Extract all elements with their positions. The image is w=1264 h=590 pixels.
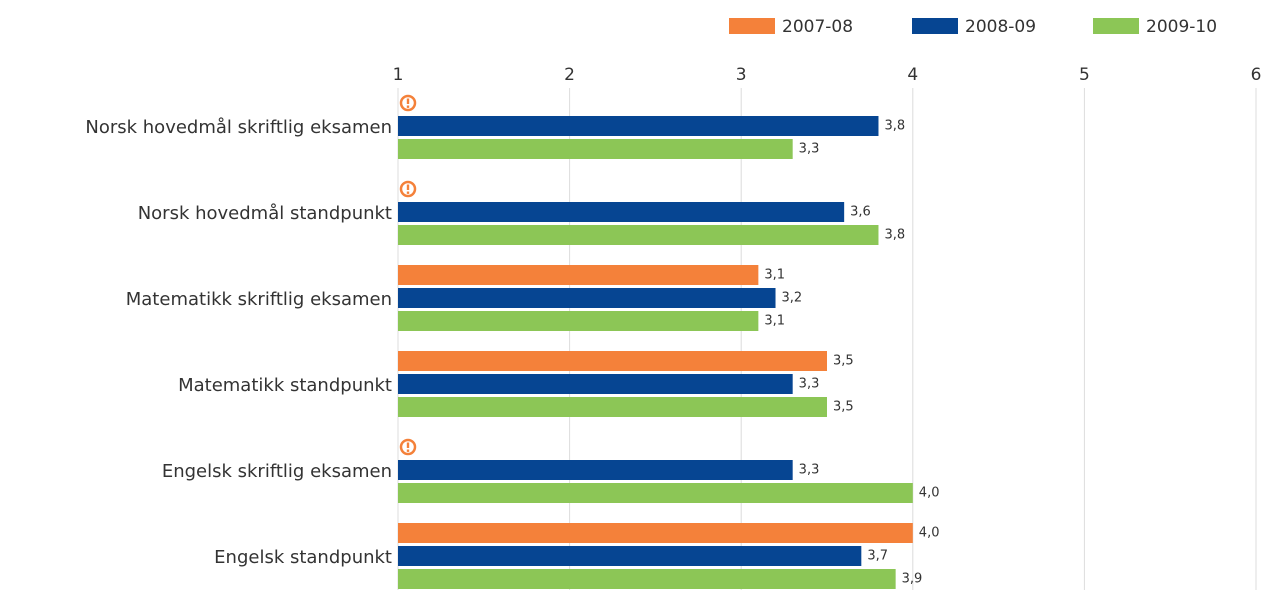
bar — [398, 225, 879, 245]
legend-swatch — [912, 18, 958, 34]
value-label: 3,2 — [782, 291, 803, 306]
warning-dot — [406, 105, 410, 108]
value-label: 3,6 — [850, 205, 871, 220]
category-label: Matematikk skriftlig eksamen — [126, 289, 392, 310]
x-tick-label: 1 — [393, 65, 404, 85]
bar — [398, 546, 862, 566]
value-label: 3,1 — [764, 268, 785, 283]
legend-label: 2007-08 — [782, 17, 853, 37]
x-tick-label: 5 — [1079, 65, 1090, 85]
x-tick-label: 4 — [907, 65, 918, 85]
value-label: 3,3 — [799, 377, 820, 392]
warning-dot — [406, 449, 410, 452]
x-tick-label: 3 — [736, 65, 747, 85]
bar — [398, 374, 793, 394]
value-label: 3,7 — [867, 549, 888, 564]
bar — [398, 139, 793, 159]
bar — [398, 460, 793, 480]
warning-mark — [406, 442, 410, 448]
category-label: Norsk hovedmål skriftlig eksamen — [85, 117, 392, 138]
warning-mark — [406, 184, 410, 190]
bar — [398, 116, 879, 136]
legend-swatch — [1093, 18, 1139, 34]
value-label: 3,5 — [833, 400, 854, 415]
value-label: 3,1 — [764, 314, 785, 329]
bar — [398, 397, 827, 417]
legend-label: 2008-09 — [965, 17, 1036, 37]
value-label: 4,0 — [919, 486, 940, 501]
legend-swatch — [729, 18, 775, 34]
category-label: Norsk hovedmål standpunkt — [138, 203, 392, 224]
value-label: 3,9 — [902, 572, 923, 587]
value-label: 3,5 — [833, 354, 854, 369]
bar — [398, 569, 896, 589]
warning-mark — [406, 98, 410, 104]
legend-label: 2009-10 — [1146, 17, 1217, 37]
x-tick-label: 6 — [1251, 65, 1262, 85]
value-label: 3,8 — [884, 119, 905, 134]
value-label: 3,3 — [799, 142, 820, 157]
category-label: Engelsk standpunkt — [214, 547, 392, 568]
value-label: 4,0 — [919, 526, 940, 541]
bar — [398, 351, 827, 371]
value-label: 3,8 — [884, 228, 905, 243]
bar — [398, 265, 759, 285]
category-label: Engelsk skriftlig eksamen — [162, 461, 392, 482]
bar — [398, 311, 759, 331]
category-label: Matematikk standpunkt — [178, 375, 392, 396]
bar — [398, 288, 776, 308]
bar — [398, 202, 845, 222]
value-label: 3,3 — [799, 463, 820, 478]
warning-dot — [406, 191, 410, 194]
x-tick-label: 2 — [564, 65, 575, 85]
bar — [398, 523, 913, 543]
bar — [398, 483, 913, 503]
